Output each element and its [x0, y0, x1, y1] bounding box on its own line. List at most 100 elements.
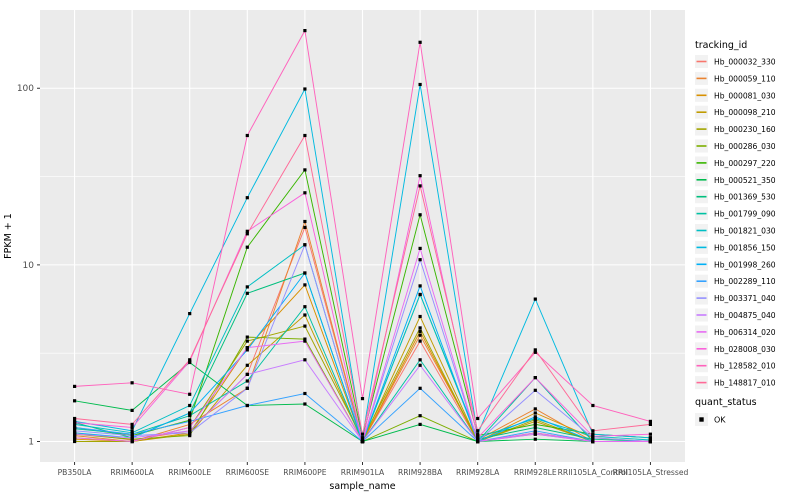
data-point: [245, 196, 249, 200]
x-axis-title: sample_name: [329, 481, 395, 492]
data-point: [245, 363, 249, 367]
legend-item-label: Hb_000521_350: [714, 176, 776, 185]
data-point: [245, 386, 249, 390]
data-point: [303, 324, 307, 328]
data-point: [73, 421, 77, 425]
legend-item-label: Hb_148817_010: [714, 379, 776, 388]
x-tick-label: RRIM600LA: [110, 468, 154, 477]
x-tick-label: RRIM928LE: [514, 468, 557, 477]
data-point: [130, 425, 134, 430]
data-point: [360, 397, 365, 401]
data-point: [303, 402, 307, 406]
x-tick-label: RRIM600SE: [226, 468, 270, 477]
legend-item-label: Hb_004875_040: [714, 311, 776, 320]
data-point: [245, 403, 249, 408]
legend-item-label: OK: [714, 416, 726, 425]
data-point: [188, 431, 192, 435]
data-point: [188, 429, 192, 433]
data-point: [188, 411, 192, 415]
data-point: [418, 358, 422, 362]
legend2-title: quant_status: [695, 397, 757, 408]
data-point: [418, 213, 422, 217]
legend-title: tracking_id: [695, 40, 747, 51]
data-point: [648, 419, 652, 423]
data-point: [418, 314, 422, 319]
data-point: [188, 392, 192, 396]
data-point: [591, 434, 595, 438]
data-point: [476, 432, 480, 436]
data-point: [418, 246, 422, 250]
data-point: [245, 285, 249, 289]
data-point: [533, 425, 537, 430]
data-point: [188, 434, 192, 438]
y-tick-label: 100: [17, 84, 34, 94]
data-point: [130, 408, 134, 412]
data-point: [245, 339, 249, 343]
legend-item: Hb_001821_030: [695, 224, 776, 237]
data-point: [73, 399, 77, 403]
data-point: [648, 422, 652, 426]
axis-ticks: [37, 87, 651, 465]
x-tick-label: RRII105LA_Control: [558, 468, 628, 477]
legend-item: Hb_028008_030: [695, 342, 776, 356]
legend-item-label: Hb_001821_030: [714, 227, 776, 236]
data-point: [303, 313, 307, 317]
data-point: [188, 414, 192, 418]
legend-item-label: Hb_028008_030: [714, 345, 776, 354]
data-point: [73, 429, 77, 433]
y-tick-label: 1: [28, 438, 34, 448]
x-tick-label: RRIM901LA: [341, 468, 385, 477]
data-point: [418, 184, 422, 188]
data-point: [130, 381, 134, 385]
data-point: [418, 326, 422, 330]
data-point: [245, 133, 249, 138]
legend-item: Hb_006314_020: [695, 325, 776, 339]
legend-item: Hb_001799_090: [695, 207, 776, 221]
legend-item-label: Hb_000059_110: [714, 74, 776, 83]
data-point: [188, 419, 192, 423]
x-tick-label: RRII105LA_Stressed: [613, 468, 689, 477]
legend-item: Hb_004875_040: [695, 308, 776, 322]
data-point: [533, 376, 537, 380]
data-point: [418, 174, 422, 178]
data-point: [648, 436, 652, 440]
data-point: [130, 429, 134, 433]
data-point: [591, 429, 595, 433]
data-point: [245, 232, 249, 236]
data-point: [245, 291, 249, 295]
data-point: [418, 292, 422, 297]
data-point: [73, 422, 77, 426]
data-point: [188, 358, 192, 362]
data-point: [533, 437, 537, 441]
x-tick-label: RRIM928BA: [398, 468, 443, 477]
legend-tracking-id: tracking_id Hb_000032_330 Hb_000059_110 Hb_…: [695, 40, 776, 390]
data-point: [533, 415, 537, 419]
data-point: [418, 414, 422, 418]
data-point: [591, 403, 595, 408]
data-point: [533, 411, 537, 415]
x-tick-label: RRIM928LA: [456, 468, 500, 477]
data-points: [73, 29, 652, 444]
legend-item-label: Hb_128582_010: [714, 362, 776, 371]
legend-item: Hb_148817_010: [695, 376, 776, 390]
data-point: [418, 40, 422, 44]
data-point: [418, 363, 422, 367]
legend-item: Hb_000286_030: [695, 139, 776, 153]
legend-item-label: Hb_000297_220: [714, 159, 776, 168]
legend-item-label: Hb_006314_020: [714, 328, 776, 337]
data-point: [73, 439, 77, 444]
data-point: [418, 333, 422, 337]
data-point: [533, 429, 537, 433]
x-axis-labels: PB350LA RRIM600LA RRIM600LE RRIM600SE RRIM60…: [58, 468, 689, 477]
x-tick-label: PB350LA: [58, 468, 93, 477]
legend-item: Hb_000230_160: [695, 122, 776, 136]
y-tick-label: 10: [23, 261, 35, 271]
data-point: [360, 432, 365, 436]
y-axis-labels: 1 10 100: [17, 84, 34, 447]
data-point: [188, 403, 192, 408]
legend-item: Hb_000059_110: [695, 71, 776, 85]
data-point: [476, 439, 480, 444]
data-point: [188, 312, 192, 316]
